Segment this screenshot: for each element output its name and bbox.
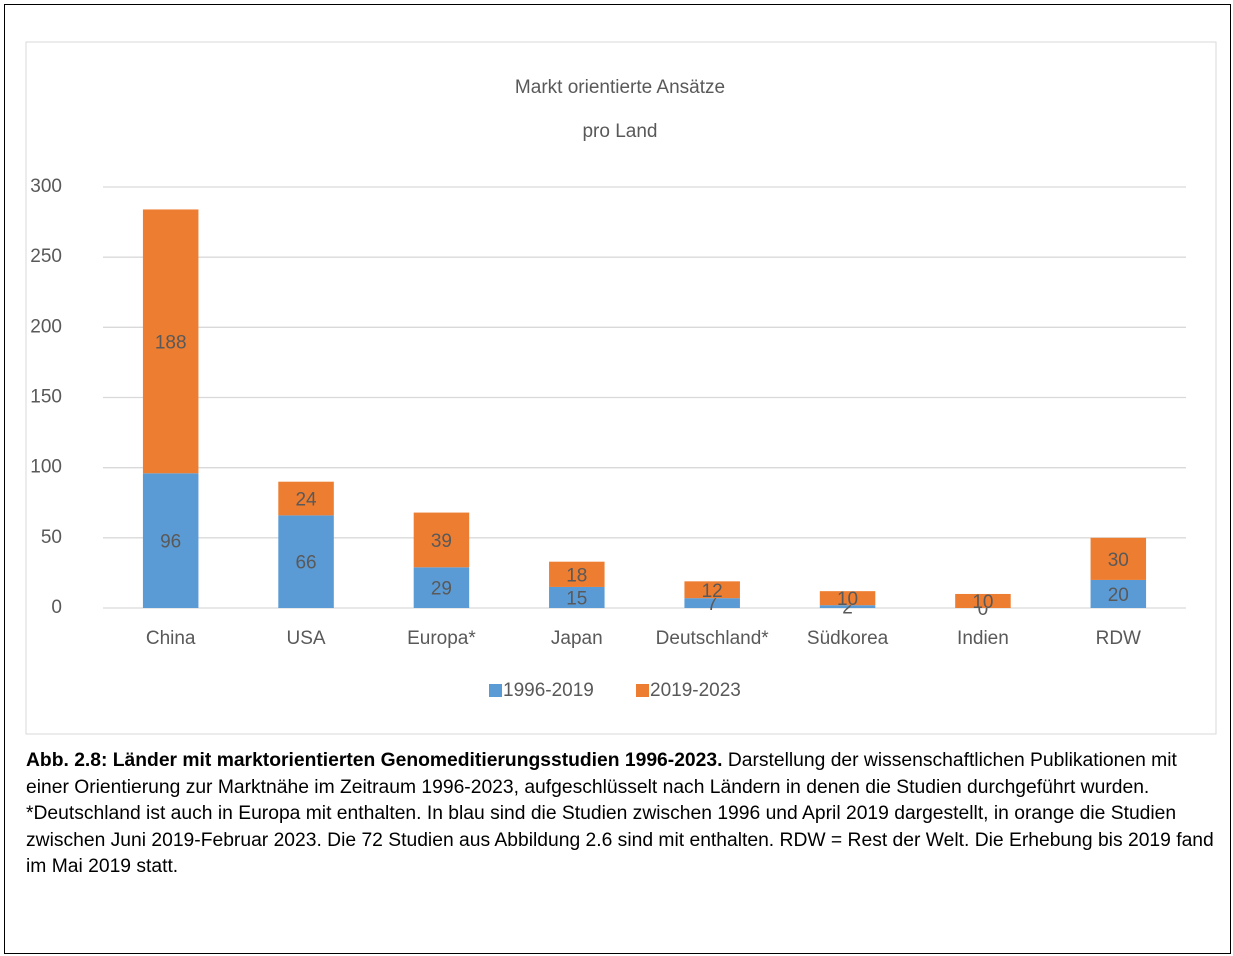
- bar-segment: [819, 605, 876, 608]
- y-tick-label: 0: [51, 597, 62, 618]
- x-tick-label: Südkorea: [807, 628, 889, 649]
- legend-swatch: [636, 684, 649, 697]
- legend-label: 2019-2023: [650, 680, 741, 701]
- bar-segment: [278, 481, 334, 516]
- data-label: 24: [295, 490, 317, 511]
- x-tick-label: RDW: [1096, 628, 1141, 649]
- data-label: 18: [566, 565, 587, 586]
- data-label: 20: [1108, 585, 1129, 606]
- chart-title: pro Land: [582, 121, 657, 142]
- bar-segment: [1090, 579, 1147, 608]
- data-label: 39: [431, 531, 452, 552]
- x-tick-label: Indien: [957, 628, 1009, 649]
- bar-segment: [684, 598, 740, 608]
- data-label: 15: [566, 588, 587, 609]
- x-tick-label: USA: [287, 628, 326, 649]
- bar-segment: [142, 473, 199, 608]
- y-tick-label: 100: [30, 457, 62, 478]
- y-tick-label: 300: [30, 176, 62, 197]
- caption-label: Abb. 2.8: Länder mit marktorientierten G…: [26, 750, 723, 771]
- data-label: 10: [972, 592, 993, 613]
- data-label: 10: [837, 589, 858, 610]
- legend-label: 1996-2019: [503, 680, 594, 701]
- bar-segment: [413, 512, 470, 568]
- bar-segment: [278, 515, 334, 608]
- legend-swatch: [489, 684, 502, 697]
- y-tick-label: 200: [30, 316, 62, 337]
- chart-title: Markt orientierte Ansätze: [515, 77, 725, 98]
- bar-segment: [549, 561, 605, 587]
- data-label: 7: [707, 594, 718, 615]
- bar-segment: [955, 593, 1011, 608]
- x-tick-label: China: [146, 628, 196, 649]
- data-label: 66: [295, 553, 316, 574]
- bar-segment: [142, 209, 199, 474]
- y-tick-label: 50: [41, 527, 62, 548]
- data-label: 2: [842, 598, 853, 619]
- data-label: 188: [155, 332, 187, 353]
- bar-segment: [1090, 537, 1147, 580]
- caption: Abb. 2.8: Länder mit marktorientierten G…: [26, 748, 1221, 881]
- y-tick-label: 250: [30, 246, 62, 267]
- data-label: 96: [160, 532, 181, 553]
- x-tick-label: Europa*: [407, 628, 476, 649]
- bar-segment: [413, 567, 470, 608]
- y-tick-label: 150: [30, 387, 62, 408]
- bar-segment: [549, 586, 605, 608]
- bar-segment: [819, 591, 876, 606]
- x-tick-label: Deutschland*: [656, 628, 770, 649]
- figure-frame: [4, 4, 1231, 954]
- caption-text: Darstellung der wissenschaftlichen Publi…: [26, 750, 1214, 877]
- data-label: 30: [1108, 550, 1129, 571]
- chart-area: [25, 41, 1217, 735]
- data-label: 29: [431, 579, 452, 600]
- data-label: 0: [978, 599, 989, 620]
- bar-segment: [684, 581, 740, 599]
- x-tick-label: Japan: [551, 628, 603, 649]
- data-label: 12: [702, 581, 723, 602]
